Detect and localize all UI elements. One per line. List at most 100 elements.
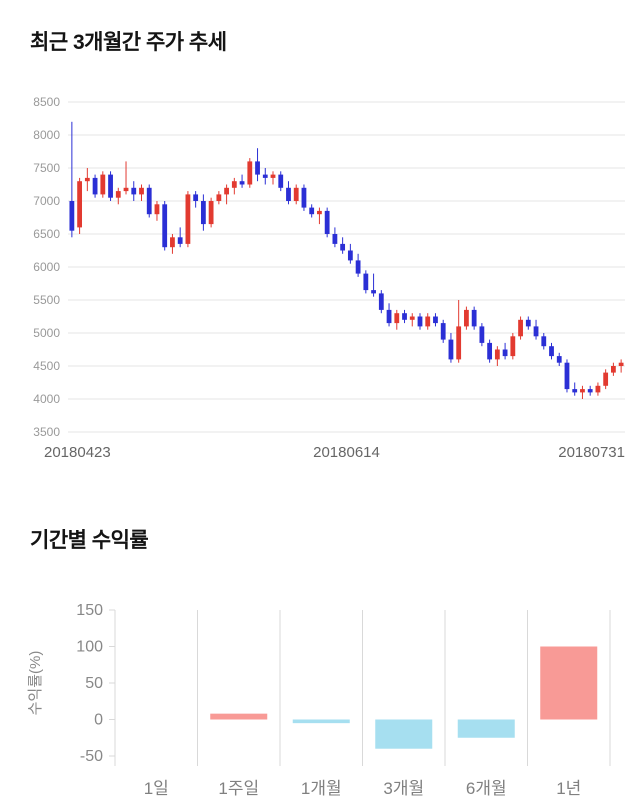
candle bbox=[84, 168, 90, 192]
price-y-tick-label: 6500 bbox=[33, 227, 60, 241]
candle bbox=[363, 270, 369, 294]
candle bbox=[518, 316, 523, 340]
price-y-tick-label: 7500 bbox=[33, 161, 60, 175]
candle bbox=[618, 359, 624, 373]
category-label: 1주일 bbox=[218, 779, 259, 798]
candle bbox=[402, 309, 407, 324]
candle bbox=[595, 382, 601, 396]
price-trend-title: 최근 3개월간 주가 추세 bbox=[30, 31, 227, 54]
candle bbox=[200, 194, 206, 231]
candle bbox=[301, 184, 307, 211]
candle bbox=[286, 181, 291, 205]
price-y-tick-label: 4000 bbox=[33, 392, 60, 406]
price-gridlines bbox=[68, 101, 625, 433]
candle bbox=[378, 290, 384, 314]
returns-gridlines bbox=[114, 610, 611, 766]
candles bbox=[69, 121, 624, 399]
bar-1주일 bbox=[210, 713, 268, 720]
candle bbox=[355, 253, 361, 277]
candle bbox=[224, 184, 229, 205]
candle bbox=[386, 303, 392, 327]
candle bbox=[231, 177, 237, 195]
price-x-label: 20180731 bbox=[558, 444, 625, 461]
candle bbox=[541, 333, 547, 350]
candle bbox=[433, 313, 438, 327]
price-y-tick-label: 5000 bbox=[33, 326, 60, 340]
returns-y-tick-label: 100 bbox=[76, 639, 103, 656]
candle bbox=[332, 227, 338, 248]
candle bbox=[139, 184, 144, 201]
category-label: 1일 bbox=[144, 779, 169, 798]
candle bbox=[100, 171, 106, 198]
bar-3개월 bbox=[375, 719, 433, 749]
candle bbox=[247, 158, 253, 188]
returns-y-axis: 150 100 50 0 -50 bbox=[76, 602, 115, 765]
price-x-label: 20180614 bbox=[313, 444, 380, 461]
candle bbox=[572, 382, 578, 396]
candle bbox=[131, 181, 137, 201]
candle bbox=[371, 273, 376, 297]
candle bbox=[123, 161, 129, 195]
candle bbox=[464, 306, 469, 330]
candle bbox=[556, 352, 562, 366]
candle bbox=[510, 333, 516, 360]
price-y-tick-label: 6000 bbox=[33, 260, 60, 274]
candle bbox=[471, 306, 477, 330]
price-y-tick-label: 8000 bbox=[33, 128, 60, 142]
candle bbox=[502, 342, 508, 360]
candle bbox=[394, 309, 400, 330]
candle bbox=[587, 385, 593, 396]
bar-1개월 bbox=[292, 719, 350, 724]
candle bbox=[170, 234, 175, 254]
price-chart-svg: 8500 8000 7500 7000 6500 6000 5500 5000 4500 4000… bbox=[33, 95, 625, 461]
candle bbox=[216, 191, 222, 205]
category-label: 3개월 bbox=[383, 779, 424, 798]
price-y-tick-label: 4500 bbox=[33, 359, 60, 373]
candle bbox=[324, 207, 330, 238]
candle bbox=[177, 227, 183, 248]
price-y-tick-label: 3500 bbox=[33, 425, 60, 439]
returns-bars bbox=[210, 646, 598, 749]
price-y-tick-label: 7000 bbox=[33, 194, 60, 208]
category-label: 1개월 bbox=[301, 779, 342, 798]
category-label: 6개월 bbox=[466, 779, 507, 798]
bar-1년 bbox=[540, 646, 598, 720]
candle bbox=[270, 171, 276, 185]
candle bbox=[255, 148, 260, 182]
candle bbox=[293, 184, 299, 205]
candle bbox=[115, 187, 121, 205]
candle bbox=[603, 369, 609, 390]
returns-category-labels: 1일 1주일 1개월 3개월 6개월 1년 bbox=[144, 779, 582, 798]
candle bbox=[92, 174, 98, 198]
returns-y-tick-label: 50 bbox=[85, 675, 103, 692]
candle bbox=[487, 339, 493, 363]
returns-title: 기간별 수익률 bbox=[30, 529, 149, 552]
candle bbox=[409, 313, 415, 327]
candle bbox=[448, 333, 454, 363]
candle bbox=[317, 207, 322, 225]
candle bbox=[185, 191, 191, 248]
candle bbox=[208, 197, 214, 228]
returns-chart: 150 100 50 0 -50 수익률(%) 1일 1주일 1개월 3개월 6개월 1년 bbox=[0, 588, 640, 806]
candle bbox=[77, 177, 83, 234]
candle bbox=[549, 342, 554, 360]
candle bbox=[108, 171, 113, 201]
price-x-labels: 20180423 20180614 20180731 bbox=[44, 444, 625, 461]
candle bbox=[278, 171, 284, 192]
returns-y-tick-label: 150 bbox=[76, 602, 103, 619]
candle bbox=[479, 323, 485, 347]
candle bbox=[309, 204, 315, 218]
candle bbox=[580, 385, 585, 399]
candle bbox=[69, 121, 75, 238]
returns-y-tick-label: -50 bbox=[80, 748, 103, 765]
candle bbox=[162, 201, 168, 251]
candle bbox=[440, 319, 446, 343]
category-label: 1년 bbox=[556, 779, 581, 798]
candle bbox=[533, 319, 539, 340]
candle bbox=[154, 201, 160, 221]
candle bbox=[262, 168, 268, 185]
candle bbox=[239, 174, 245, 188]
price-y-tick-label: 8500 bbox=[33, 95, 60, 109]
candle bbox=[340, 237, 346, 254]
